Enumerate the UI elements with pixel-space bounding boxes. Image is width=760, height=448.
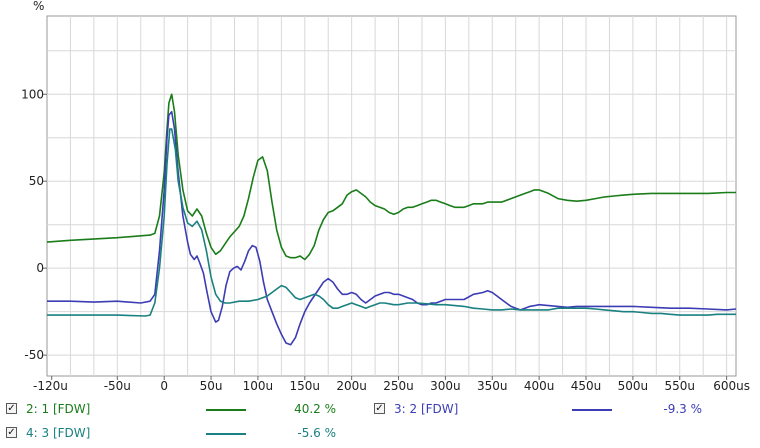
- series-2-color-swatch: [572, 409, 612, 411]
- x-tick-label: 400u: [524, 379, 555, 393]
- x-tick-label: -50u: [104, 379, 131, 393]
- x-tick-label: 500u: [618, 379, 649, 393]
- x-tick-label: -120u: [33, 379, 68, 393]
- x-tick-label: 0: [160, 379, 168, 393]
- x-tick-label: 250u: [383, 379, 414, 393]
- series-2-label: 3: 2 [FDW]: [394, 402, 459, 416]
- grid-lines: [47, 16, 736, 376]
- y-tick-label: 0: [36, 261, 44, 275]
- x-tick-label: 200u: [336, 379, 367, 393]
- series-line-2: [47, 110, 737, 346]
- series-3-color-swatch: [206, 433, 246, 435]
- series-1-checkbox[interactable]: ✓: [6, 403, 17, 414]
- y-axis-unit-label: %: [33, 0, 44, 13]
- axis-ticks: 100 50 0 -50 -120u -50u 0 50u 100u 150u 200u 250u 30…: [21, 87, 750, 393]
- series-3-checkbox[interactable]: ✓: [6, 427, 17, 438]
- series-line-3: [47, 128, 736, 317]
- x-tick-label: 550u: [664, 379, 695, 393]
- line-chart: 100 50 0 -50 -120u -50u 0 50u 100u 150u 200u 250u 30…: [21, 0, 750, 393]
- series-2-value: -9.3 %: [663, 402, 702, 416]
- legend-item-series-2[interactable]: ✓ 3: 2 [FDW] -9.3 %: [374, 401, 714, 419]
- series-3-label: 4: 3 [FDW]: [26, 426, 91, 440]
- y-tick-label: 50: [29, 174, 44, 188]
- series-3-value: -5.6 %: [297, 426, 336, 440]
- x-tick-label: 100u: [243, 379, 274, 393]
- series-line-1: [46, 93, 736, 261]
- series-lines: [46, 93, 737, 346]
- series-1-label: 2: 1 [FDW]: [26, 402, 91, 416]
- legend-item-series-1[interactable]: ✓ 2: 1 [FDW] 40.2 %: [6, 401, 346, 419]
- x-tick-label: 450u: [571, 379, 602, 393]
- y-tick-label: -50: [24, 348, 44, 362]
- x-tick-label: 600us: [713, 379, 750, 393]
- series-2-checkbox[interactable]: ✓: [374, 403, 385, 414]
- x-tick-label: 150u: [290, 379, 321, 393]
- series-1-color-swatch: [206, 409, 246, 411]
- series-1-value: 40.2 %: [294, 402, 336, 416]
- x-tick-label: 50u: [200, 379, 223, 393]
- x-tick-label: 350u: [477, 379, 508, 393]
- x-tick-label: 300u: [430, 379, 461, 393]
- legend-item-series-3[interactable]: ✓ 4: 3 [FDW] -5.6 %: [6, 425, 346, 443]
- y-tick-label: 100: [21, 87, 44, 101]
